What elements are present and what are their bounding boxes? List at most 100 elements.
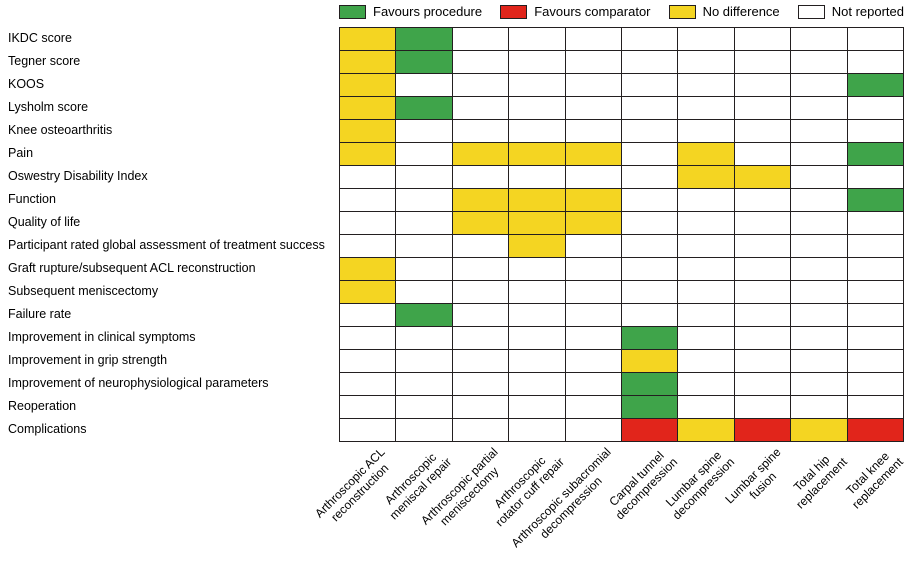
matrix-cell [509,74,566,97]
matrix-cell [565,350,622,373]
row-label: Reoperation [8,399,77,413]
matrix-cell [678,350,735,373]
matrix-cell [565,327,622,350]
row-label: Knee osteoarthritis [8,123,113,137]
matrix-cell [565,51,622,74]
matrix-cell [734,419,792,442]
matrix-cell [847,143,904,166]
legend-swatch-no-difference [668,4,696,19]
matrix-cell [678,327,735,350]
matrix-cell [622,419,679,442]
matrix-cell [847,51,904,74]
matrix-cell [340,212,397,235]
matrix-cell [847,258,904,281]
legend-swatch-favours-procedure [339,4,366,19]
matrix-cell [847,166,904,189]
row-label: Pain [8,146,34,160]
matrix-cell [340,419,397,442]
matrix-cell [678,166,735,189]
row-label: Participant rated global assessment of t… [8,238,325,252]
matrix-cell [791,212,848,235]
matrix-cell [452,235,510,258]
matrix-cell [734,120,792,143]
matrix-cell [622,97,679,120]
matrix-cell [734,189,792,212]
matrix-cell [678,143,735,166]
row-label: Complications [8,422,87,436]
matrix-cell [340,120,397,143]
matrix-cell [396,97,453,120]
matrix-cell [847,97,904,120]
matrix-cell [734,327,792,350]
row-label: Failure rate [8,307,72,321]
matrix-cell [791,235,848,258]
matrix-cell [791,350,848,373]
matrix-cell [847,235,904,258]
matrix-cell [509,143,566,166]
matrix-grid [339,27,904,442]
matrix-cell [734,212,792,235]
matrix-cell [622,166,679,189]
matrix-cell [622,143,679,166]
row-label: Oswestry Disability Index [8,169,148,183]
matrix-cell [734,235,792,258]
matrix-cell [565,189,622,212]
matrix-cell [396,74,453,97]
matrix-cell [565,28,622,51]
matrix-cell [847,327,904,350]
matrix-cell [509,281,566,304]
matrix-cell [734,51,792,74]
matrix-cell [509,189,566,212]
matrix-cell [791,281,848,304]
column-label: Total hip replacement [790,452,850,512]
matrix-cell [452,28,510,51]
matrix-cell [452,143,510,166]
matrix-cell [791,189,848,212]
matrix-cell [509,327,566,350]
matrix-cell [452,74,510,97]
matrix-cell [452,258,510,281]
matrix-cell [509,373,566,396]
matrix-cell [791,304,848,327]
legend-label: Favours procedure [373,4,483,19]
matrix-cell [396,373,453,396]
matrix-cell [678,396,735,419]
matrix-cell [452,327,510,350]
matrix-cell [565,120,622,143]
matrix-cell [734,396,792,419]
matrix-cell [847,396,904,419]
row-label: IKDC score [8,31,72,45]
matrix-cell [622,350,679,373]
matrix-cell [340,396,397,419]
matrix-cell [678,258,735,281]
matrix-cell [847,189,904,212]
matrix-cell [791,51,848,74]
matrix-cell [734,350,792,373]
matrix-cell [734,166,792,189]
matrix-cell [622,74,679,97]
matrix-cell [678,235,735,258]
matrix-cell [452,304,510,327]
matrix-cell [565,281,622,304]
matrix-cell [565,212,622,235]
row-label: Quality of life [8,215,81,229]
matrix-cell [396,419,453,442]
matrix-cell [734,304,792,327]
matrix-cell [622,51,679,74]
matrix-cell [791,120,848,143]
matrix-cell [622,281,679,304]
matrix-cell [847,212,904,235]
matrix-cell [791,419,848,442]
matrix-cell [509,419,566,442]
matrix-cell [565,419,622,442]
matrix-cell [396,166,453,189]
matrix-cell [452,281,510,304]
matrix-cell [396,327,453,350]
matrix-cell [340,189,397,212]
matrix-cell [452,419,510,442]
matrix-cell [396,235,453,258]
matrix-cell [622,396,679,419]
matrix-cell [791,327,848,350]
legend-label: No difference [702,4,780,19]
matrix-cell [847,74,904,97]
